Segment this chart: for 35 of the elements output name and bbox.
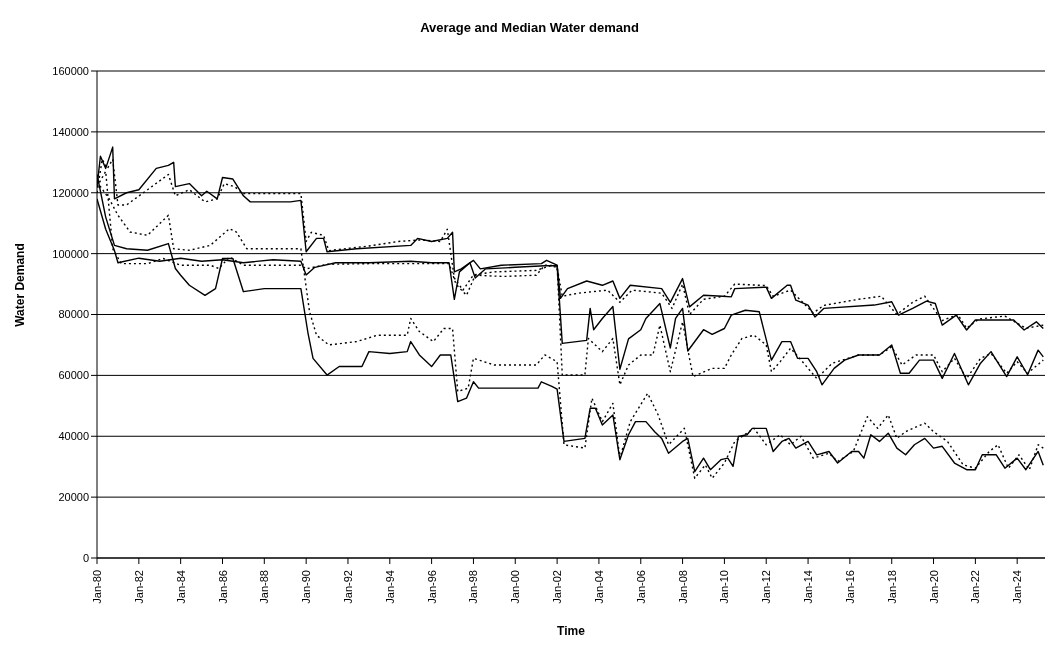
- x-tick-label: Jan-96: [425, 570, 438, 604]
- y-tick-label: 100000: [52, 247, 89, 260]
- y-axis-title: Water Demand: [13, 243, 28, 327]
- x-tick-label: Jan-06: [634, 570, 647, 604]
- chart-title: Average and Median Water demand: [419, 20, 640, 35]
- y-tick-label: 80000: [58, 308, 89, 321]
- x-tick-label: Jan-80: [91, 570, 103, 604]
- x-tick-label: Jan-00: [509, 570, 522, 604]
- x-tick-label: Jan-92: [341, 570, 354, 604]
- x-tick-label: Jan-90: [300, 570, 313, 604]
- x-tick-label: Jan-24: [1011, 570, 1024, 604]
- x-tick-label: Jan-14: [802, 570, 815, 604]
- x-tick-label: Jan-08: [676, 570, 689, 604]
- y-tick-label: 120000: [52, 186, 89, 199]
- x-tick-label: Jan-12: [760, 570, 773, 604]
- x-tick-label: Jan-88: [258, 570, 271, 604]
- x-axis-title: Time: [556, 624, 586, 638]
- y-tick-label: 20000: [58, 491, 89, 504]
- x-tick-label: Jan-84: [174, 570, 187, 604]
- y-tick-label: 40000: [58, 430, 89, 443]
- x-tick-label: Jan-82: [132, 570, 145, 604]
- x-tick-label: Jan-16: [843, 570, 856, 604]
- y-tick-label: 60000: [58, 369, 89, 382]
- x-tick-label: Jan-04: [592, 570, 605, 604]
- y-tick-label: 0: [82, 551, 89, 564]
- x-tick-label: Jan-94: [383, 570, 396, 604]
- x-tick-label: Jan-02: [551, 570, 564, 604]
- x-tick-label: Jan-98: [467, 570, 480, 604]
- y-tick-label: 140000: [52, 125, 89, 138]
- x-tick-label: Jan-20: [927, 570, 940, 604]
- x-tick-label: Jan-10: [718, 570, 731, 604]
- x-tick-label: Jan-18: [885, 570, 898, 604]
- x-tick-label: Jan-86: [216, 570, 229, 604]
- y-tick-label: 160000: [52, 64, 89, 77]
- x-tick-label: Jan-22: [969, 570, 982, 604]
